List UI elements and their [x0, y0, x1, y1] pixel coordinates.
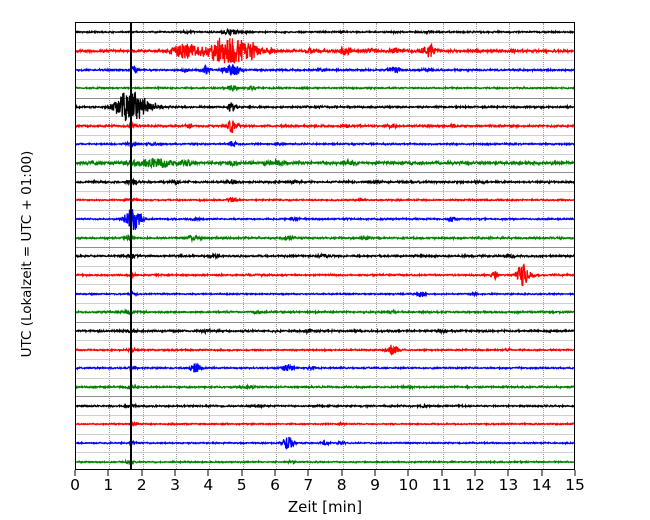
- x-tick-label: 6: [270, 476, 280, 494]
- grid-line-vertical: [276, 23, 277, 469]
- grid-line-vertical: [376, 23, 377, 469]
- grid-line-vertical: [176, 23, 177, 469]
- x-tick-label: 8: [336, 476, 347, 494]
- x-tick-label: 14: [531, 476, 552, 494]
- x-tick-label: 2: [136, 476, 147, 494]
- grid-line-horizontal: [76, 415, 574, 416]
- x-tick-label: 0: [70, 476, 80, 494]
- grid-line-horizontal: [76, 359, 574, 360]
- x-tick-mark: [441, 470, 443, 476]
- time-marker-layer: [76, 23, 574, 469]
- grid-line-horizontal: [76, 247, 574, 248]
- x-tick-mark: [541, 470, 543, 476]
- x-tick-label: 1: [103, 476, 114, 494]
- grid-line-horizontal: [76, 452, 574, 454]
- x-tick-mark: [241, 470, 243, 476]
- grid-line-vertical: [309, 23, 311, 469]
- grid-line-vertical: [242, 23, 244, 469]
- x-tick-label: 15: [565, 476, 585, 494]
- grid-line-vertical: [509, 23, 511, 469]
- x-tick-label: 5: [236, 476, 247, 494]
- x-tick-mark: [307, 470, 309, 476]
- grid-line-horizontal: [76, 321, 574, 323]
- x-tick-label: 10: [398, 476, 419, 494]
- grid-line-horizontal: [76, 340, 574, 342]
- grid-line-vertical: [476, 23, 477, 469]
- x-tick-mark: [374, 470, 376, 476]
- x-tick-mark: [141, 470, 143, 476]
- x-axis-label: Zeit [min]: [287, 498, 363, 516]
- x-tick-mark: [107, 470, 109, 476]
- grid-line-horizontal: [76, 433, 574, 435]
- grid-line-vertical: [442, 23, 444, 469]
- x-tick-mark: [207, 470, 209, 476]
- grid-line-horizontal: [76, 396, 574, 398]
- grid-line-vertical: [542, 23, 544, 469]
- grid-line-horizontal: [76, 303, 574, 304]
- grid-line-vertical: [109, 23, 111, 469]
- x-tick-mark: [174, 470, 176, 476]
- grid-line-vertical: [409, 23, 411, 469]
- grid-line-vertical: [142, 23, 144, 469]
- time-marker-line: [129, 23, 133, 469]
- grid-line-horizontal: [76, 377, 574, 379]
- x-tick-mark: [474, 470, 476, 476]
- x-tick-label: 11: [431, 476, 452, 494]
- grid-line-vertical: [209, 23, 211, 469]
- x-tick-mark: [407, 470, 409, 476]
- grid-line-horizontal: [76, 191, 574, 192]
- x-tick-mark: [574, 470, 576, 476]
- x-tick-label: 9: [370, 476, 380, 494]
- x-tick-mark: [274, 470, 276, 476]
- grid-line-horizontal: [76, 79, 574, 80]
- x-tick-mark: [341, 470, 343, 476]
- x-tick-label: 13: [498, 476, 519, 494]
- grid-line-horizontal: [76, 135, 574, 136]
- x-tick-label: 7: [303, 476, 314, 494]
- grid-line-horizontal: [76, 153, 574, 155]
- grid-line-vertical: [342, 23, 344, 469]
- x-tick-mark: [74, 470, 76, 476]
- grid-line-horizontal: [76, 172, 574, 174]
- x-tick-label: 12: [465, 476, 485, 494]
- x-tick-label: 3: [170, 476, 180, 494]
- x-tick-label: 4: [203, 476, 214, 494]
- x-tick-mark: [507, 470, 509, 476]
